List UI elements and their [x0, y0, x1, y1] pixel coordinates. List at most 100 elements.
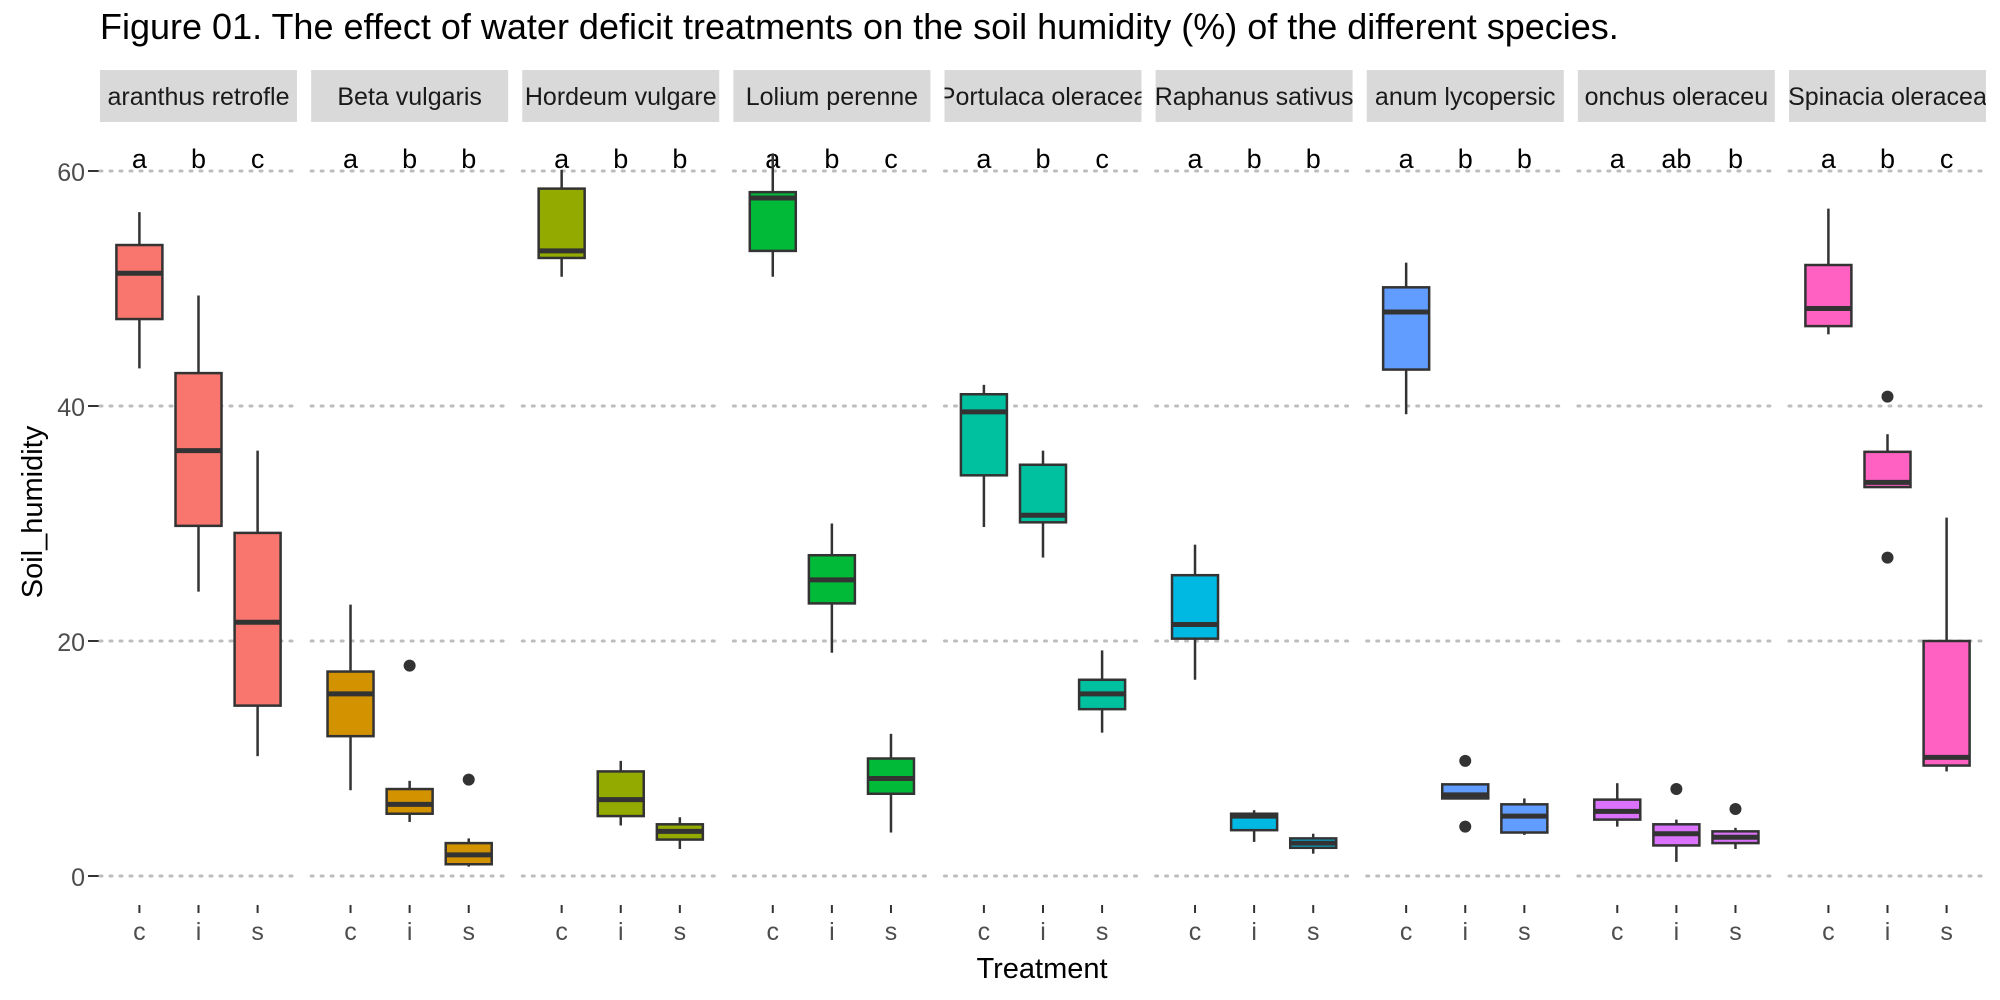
facet-panels: aranthus retrofle a c b i c s Beta vulgaris a c b i… — [98, 70, 1988, 946]
facet-strip — [1366, 70, 1564, 122]
outlier-point — [403, 659, 416, 672]
facet-strip — [1789, 70, 1986, 122]
box-iqr — [1170, 573, 1220, 640]
x-tick-label: i — [1040, 918, 1046, 946]
box-iqr — [959, 393, 1009, 477]
x-tick-label: i — [407, 918, 413, 946]
significance-letter: b — [1247, 144, 1262, 174]
significance-letter: b — [402, 144, 417, 174]
x-tick-label: c — [344, 918, 357, 946]
x-tick-label: c — [133, 918, 146, 946]
significance-letter: a — [1610, 144, 1626, 174]
facet-strip-label: Portulaca oleracea — [939, 83, 1148, 111]
x-tick-label: i — [1251, 918, 1257, 946]
significance-letter: b — [824, 144, 839, 174]
x-tick-label: s — [251, 918, 264, 946]
facet-strip-label: Spinacia oleracea — [1788, 83, 1987, 111]
facet-strip-label: aranthus retrofle — [107, 83, 289, 111]
significance-letter: a — [1821, 144, 1837, 174]
x-tick-label: s — [462, 918, 475, 946]
facet-strip — [100, 70, 297, 122]
significance-letter: a — [1399, 144, 1415, 174]
significance-letter: b — [1728, 144, 1743, 174]
y-axis-title: Soil_humidity — [17, 425, 49, 598]
facet-strip — [1577, 70, 1775, 122]
significance-letter: a — [132, 144, 148, 174]
facet-strip — [1155, 70, 1353, 122]
box-iqr — [1381, 286, 1431, 371]
box-iqr — [233, 531, 282, 707]
box-iqr — [537, 187, 586, 260]
x-tick-label: c — [767, 918, 780, 946]
x-tick-label: s — [1518, 918, 1531, 946]
facet-strip-label: Raphanus sativus — [1155, 83, 1354, 111]
outlier-point — [1459, 754, 1472, 767]
box-iqr — [748, 190, 798, 253]
outlier-point — [1729, 803, 1742, 816]
facet-strip-label: Hordeum vulgare — [525, 83, 717, 111]
y-tick-label: 40 — [57, 394, 85, 422]
x-tick-label: i — [196, 918, 202, 946]
x-tick-label: s — [674, 918, 687, 946]
x-tick-label: s — [885, 918, 898, 946]
facet-panel: Lolium perenneacbics — [731, 70, 932, 946]
y-tick-label: 20 — [57, 629, 85, 657]
outlier-point — [462, 773, 475, 786]
significance-letter: a — [1188, 144, 1204, 174]
significance-letter: c — [251, 144, 265, 174]
x-tick-label: i — [1674, 918, 1680, 946]
facet-panel: Portulaca oleracea a c b i c s — [939, 70, 1148, 946]
facet-strip-label: onchus oleraceu — [1585, 83, 1768, 111]
outlier-point — [1670, 783, 1683, 796]
significance-letter: b — [1306, 144, 1321, 174]
y-axis: 0 20 40 60 — [57, 159, 100, 892]
facet-panel: Raphanus sativus a c b i b s — [1154, 70, 1355, 946]
facet-strip-label: anum lycopersic — [1375, 83, 1556, 111]
facet-panel: onchus oleraceu a c ab i b s — [1576, 70, 1777, 946]
facet-strip — [733, 70, 931, 122]
x-tick-label: s — [1940, 918, 1953, 946]
box-iqr — [115, 243, 164, 321]
box-iqr — [1804, 263, 1853, 328]
box-iqr — [385, 787, 434, 815]
significance-letter: c — [1940, 144, 1954, 174]
x-tick-label: c — [1189, 918, 1202, 946]
outlier-point — [1881, 390, 1894, 403]
significance-letter: b — [1458, 144, 1473, 174]
facet-strip — [522, 70, 720, 122]
x-tick-label: s — [1307, 918, 1320, 946]
x-tick-label: c — [1611, 918, 1624, 946]
facet-panel: aranthus retrofle a c b i c s — [98, 70, 299, 946]
x-axis-title: Treatment — [976, 953, 1107, 985]
significance-letter: a — [976, 144, 992, 174]
significance-letter: ab — [1661, 144, 1691, 174]
chart-title: Figure 01. The effect of water deficit t… — [100, 6, 1619, 47]
x-tick-label: s — [1729, 918, 1742, 946]
facet-strip — [311, 70, 509, 122]
significance-letter: b — [191, 144, 206, 174]
box-iqr — [596, 770, 645, 818]
significance-letter: b — [613, 144, 628, 174]
facet-panel: Hordeum vulgare a c b i b s — [520, 70, 721, 946]
significance-letter: b — [1880, 144, 1895, 174]
x-tick-label: c — [1400, 918, 1413, 946]
box-iqr — [1922, 639, 1971, 767]
y-tick-label: 60 — [57, 159, 85, 187]
facet-panel: Spinacia oleracea a c b i c s — [1787, 70, 1988, 946]
outlier-point — [1881, 551, 1894, 564]
facet-strip-label: Beta vulgaris — [337, 83, 482, 111]
facet-panel: Beta vulgaris a c b i b s — [309, 70, 510, 946]
x-tick-label: c — [978, 918, 991, 946]
x-tick-label: i — [829, 918, 835, 946]
significance-letter: b — [672, 144, 687, 174]
significance-letter: b — [1517, 144, 1532, 174]
x-tick-label: s — [1096, 918, 1109, 946]
x-tick-label: i — [618, 918, 624, 946]
significance-letter: b — [1035, 144, 1050, 174]
x-tick-label: c — [1822, 918, 1835, 946]
facet-strip-label: Lolium perenne — [746, 83, 918, 111]
box-iqr — [326, 670, 375, 738]
facet-panel: anum lycopersic a c b i b s — [1365, 70, 1566, 946]
outlier-point — [1459, 820, 1472, 833]
